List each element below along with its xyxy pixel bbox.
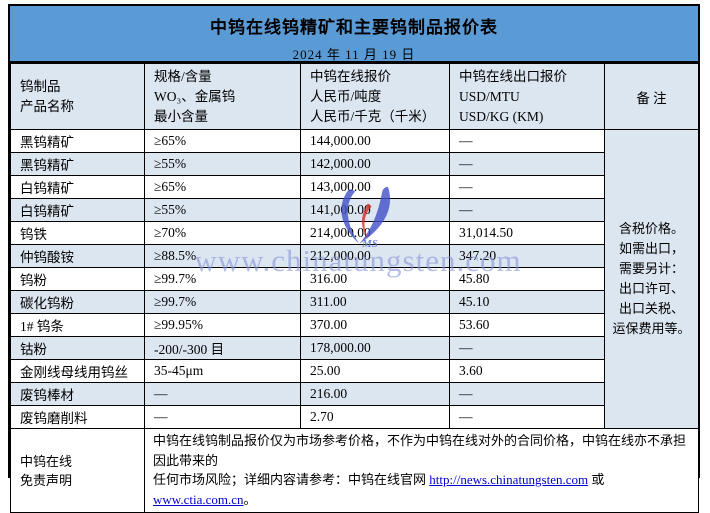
product-name: 黑钨精矿 xyxy=(10,152,145,176)
usd-price: 31,014.50 xyxy=(449,221,605,245)
product-name: 碳化钨粉 xyxy=(10,290,145,314)
product-spec: — xyxy=(144,382,301,406)
product-spec: ≥70% xyxy=(144,221,301,245)
cny-price: 311.00 xyxy=(300,290,450,314)
table-body: 黑钨精矿 ≥65% 144,000.00 — 含税价格。 如需出口， 需要另计：… xyxy=(10,129,699,429)
product-name: 钨铁 xyxy=(10,221,145,245)
table-row: 金刚线母线用钨丝 35-45μm 25.00 3.60 xyxy=(10,359,699,383)
table-row: 黑钨精矿 ≥65% 144,000.00 — 含税价格。 如需出口， 需要另计：… xyxy=(10,129,699,429)
remark-cell: 含税价格。 如需出口， 需要另计： 出口许可、 出口关税、 运保费用等。 xyxy=(604,129,699,429)
table-row: 废钨磨削料 — 2.70 — xyxy=(10,405,699,429)
price-sheet-page: { "title": "中钨在线钨精矿和主要钨制品报价表", "date": "… xyxy=(8,4,700,513)
product-spec: ≥65% xyxy=(144,129,301,153)
product-spec: ≥99.7% xyxy=(144,267,301,291)
cny-price: 141,000.00 xyxy=(300,198,450,222)
usd-price: — xyxy=(449,152,605,176)
table-row: 废钨棒材 — 216.00 — xyxy=(10,382,699,406)
product-spec: ≥99.95% xyxy=(144,313,301,337)
product-name: 废钨磨削料 xyxy=(10,405,145,429)
table-row: 1# 钨条 ≥99.95% 370.00 53.60 xyxy=(10,313,699,337)
cny-price: 25.00 xyxy=(300,359,450,383)
product-spec: -200/-300 目 xyxy=(144,336,301,360)
product-spec: 35-45μm xyxy=(144,359,301,383)
news-chinatungsten-link[interactable]: http://news.chinatungsten.com xyxy=(429,472,589,487)
table-header: 钨制品 产品名称 规格/含量 WO₃、金属钨 最小含量 中钨在线报价 人民币/吨… xyxy=(10,63,699,130)
product-name: 废钨棒材 xyxy=(10,382,145,406)
disclaimer-label: 中钨在线 免责声明 xyxy=(10,428,145,513)
product-spec: — xyxy=(144,405,301,429)
page-title: 中钨在线钨精矿和主要钨制品报价表 xyxy=(210,18,498,37)
table-row: 黑钨精矿 ≥55% 142,000.00 — xyxy=(10,152,699,176)
product-spec: ≥99.7% xyxy=(144,290,301,314)
table-row: 白钨精矿 ≥65% 143,000.00 — xyxy=(10,175,699,199)
ctia-link[interactable]: www.ctia.com.cn xyxy=(153,491,244,507)
product-name: 白钨精矿 xyxy=(10,198,145,222)
table-row: 仲钨酸铵 ≥88.5% 212,000.00 347.20 xyxy=(10,244,699,268)
cny-price: 178,000.00 xyxy=(300,336,450,360)
product-name: 仲钨酸铵 xyxy=(10,244,145,268)
title-bar: 中钨在线钨精矿和主要钨制品报价表 2024 年 11 月 19 日 xyxy=(10,6,698,63)
quote-date: 2024 年 11 月 19 日 xyxy=(292,47,416,62)
col-header-spec: 规格/含量 WO₃、金属钨 最小含量 xyxy=(144,63,301,130)
table-row: 白钨精矿 ≥55% 141,000.00 — xyxy=(10,198,699,222)
table-row: 钴粉 -200/-300 目 178,000.00 — xyxy=(10,336,699,360)
table-row: 碳化钨粉 ≥99.7% 311.00 45.10 xyxy=(10,290,699,314)
cny-price: 142,000.00 xyxy=(300,152,450,176)
usd-price: 53.60 xyxy=(449,313,605,337)
cny-price: 370.00 xyxy=(300,313,450,337)
product-name: 钴粉 xyxy=(10,336,145,360)
col-header-cny-price: 中钨在线报价 人民币/吨度 人民币/千克（千米） xyxy=(300,63,450,130)
quotation-sheet: 中钨在线钨精矿和主要钨制品报价表 2024 年 11 月 19 日 钨制品 产品… xyxy=(8,4,700,513)
cny-price: 212,000.00 xyxy=(300,244,450,268)
usd-price: 347.20 xyxy=(449,244,605,268)
disclaimer-text: 中钨在线钨制品报价仅为市场参考价格，不作为中钨在线对外的合同价格，中钨在线亦不承… xyxy=(144,428,699,513)
product-name: 钨粉 xyxy=(10,267,145,291)
usd-price: — xyxy=(449,175,605,199)
table-footer: 中钨在线 免责声明 中钨在线钨制品报价仅为市场参考价格，不作为中钨在线对外的合同… xyxy=(10,428,699,513)
usd-price: — xyxy=(449,336,605,360)
price-table: 钨制品 产品名称 规格/含量 WO₃、金属钨 最小含量 中钨在线报价 人民币/吨… xyxy=(10,63,699,513)
usd-price: — xyxy=(449,405,605,429)
table-row: 钨粉 ≥99.7% 316.00 45.80 xyxy=(10,267,699,291)
cny-price: 316.00 xyxy=(300,267,450,291)
product-spec: ≥88.5% xyxy=(144,244,301,268)
product-spec: ≥55% xyxy=(144,152,301,176)
col-header-product: 钨制品 产品名称 xyxy=(10,63,145,130)
col-header-usd-price: 中钨在线出口报价 USD/MTU USD/KG (KM) xyxy=(449,63,605,130)
cny-price: 143,000.00 xyxy=(300,175,450,199)
cny-price: 2.70 xyxy=(300,405,450,429)
usd-price: — xyxy=(449,129,605,153)
product-name: 黑钨精矿 xyxy=(10,129,145,153)
product-name: 白钨精矿 xyxy=(10,175,145,199)
usd-price: 45.80 xyxy=(449,267,605,291)
usd-price: — xyxy=(449,198,605,222)
usd-price: 3.60 xyxy=(449,359,605,383)
cny-price: 144,000.00 xyxy=(300,129,450,153)
cny-price: 214,000.00 xyxy=(300,221,450,245)
product-name: 1# 钨条 xyxy=(10,313,145,337)
product-spec: ≥65% xyxy=(144,175,301,199)
usd-price: 45.10 xyxy=(449,290,605,314)
product-name: 金刚线母线用钨丝 xyxy=(10,359,145,383)
usd-price: — xyxy=(449,382,605,406)
cny-price: 216.00 xyxy=(300,382,450,406)
table-row: 钨铁 ≥70% 214,000.00 31,014.50 xyxy=(10,221,699,245)
product-spec: ≥55% xyxy=(144,198,301,222)
col-header-remark: 备 注 xyxy=(604,63,699,130)
